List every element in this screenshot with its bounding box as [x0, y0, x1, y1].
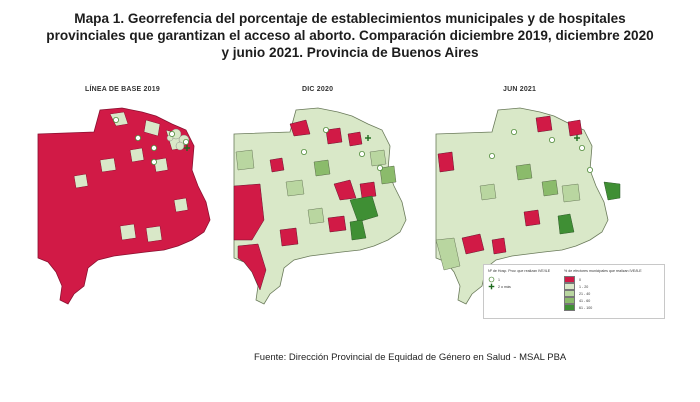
map-legend: Nº de Hosp. Prov. que realizan IVE/ILE 1…	[483, 264, 665, 319]
municipality-red	[359, 181, 377, 199]
legend-swatch-light	[564, 290, 575, 297]
municipality-dark-green	[557, 213, 575, 235]
municipality-light-green	[369, 149, 387, 167]
hospital-icon	[578, 145, 585, 152]
municipality-mid-green	[313, 159, 331, 177]
hospital-icon	[151, 159, 158, 166]
municipality-dark-green	[349, 219, 367, 241]
amba-cluster	[166, 128, 190, 151]
municipality-light-green	[285, 179, 305, 197]
map-baseline-2019	[37, 107, 211, 305]
municipality-light-green	[235, 149, 255, 171]
hospital-icon	[135, 135, 142, 142]
legend-row-hospital-2: 2 o más	[488, 283, 554, 290]
province-outline	[233, 107, 407, 305]
municipality-light	[129, 147, 145, 163]
plus-icon	[365, 135, 371, 141]
municipality-red	[567, 119, 583, 137]
municipality-light-green	[307, 207, 325, 225]
municipality-red	[237, 243, 267, 291]
municipality-light-green	[479, 183, 497, 201]
municipality-red	[491, 237, 507, 255]
municipality-light-green	[435, 237, 461, 271]
province-outline	[37, 107, 211, 305]
legend-swatch-red	[564, 276, 575, 283]
map-jun-2021	[435, 107, 621, 305]
plus-icon	[184, 145, 190, 151]
municipality-red	[325, 127, 343, 145]
municipality-dark-green	[603, 181, 621, 201]
municipality-red	[269, 157, 285, 173]
municipality-red	[523, 209, 541, 227]
municipality-light	[145, 225, 163, 243]
municipality-red	[279, 227, 299, 247]
municipality-red	[437, 151, 455, 173]
legend-swatch-dark	[564, 304, 575, 311]
legend-category-label: 1 - 20	[579, 284, 589, 289]
hospital-icon	[182, 139, 189, 146]
municipality-red	[327, 215, 347, 233]
legend-hospitals: Nº de Hosp. Prov. que realizan IVE/ILE 1…	[488, 269, 554, 290]
hospital-icon	[511, 129, 518, 136]
municipality-light-green	[561, 183, 581, 203]
hospital-icon	[151, 145, 158, 152]
hospital-icon	[549, 137, 556, 144]
legend-municipal: % de efectores municipales que realizan …	[564, 269, 662, 311]
map-title: Mapa 1. Georrefencia del porcentaje de e…	[0, 10, 700, 61]
legend-row-hospital-1: 1	[488, 276, 554, 283]
municipality-mid-green	[379, 165, 397, 185]
municipality-red	[347, 131, 363, 147]
legend-hospital-label: 1	[498, 277, 500, 282]
municipality-red	[333, 179, 357, 201]
municipality-light	[119, 223, 137, 241]
legend-row-category: 1 - 20	[564, 283, 662, 290]
hospital-icon	[586, 167, 593, 174]
legend-row-category: 61 - 100	[564, 304, 662, 311]
municipality-light	[173, 197, 189, 213]
hospital-icon	[323, 127, 330, 134]
hospital-icon	[113, 116, 120, 123]
municipality-red	[233, 183, 265, 241]
legend-category-label: 41 - 60	[579, 298, 591, 303]
plus-icon	[488, 283, 495, 290]
panel-label-jun-2021: JUN 2021	[503, 86, 537, 93]
legend-hospital-label: 2 o más	[498, 284, 511, 289]
legend-swatch-lightest	[564, 283, 575, 290]
plus-icon	[574, 135, 580, 141]
legend-hospitals-title: Nº de Hosp. Prov. que realizan IVE/ILE	[488, 269, 551, 273]
municipality-red	[535, 115, 553, 133]
map-title-line-2: provinciales que garantizan el acceso al…	[46, 28, 654, 43]
panel-label-baseline-2019: LÍNEA DE BASE 2019	[85, 86, 160, 93]
municipality-light	[73, 173, 89, 189]
legend-category-label: 61 - 100	[579, 305, 593, 310]
circle-icon	[488, 276, 495, 283]
hospital-icon	[489, 153, 496, 160]
legend-swatch-mid	[564, 297, 575, 304]
hospital-icon	[168, 131, 175, 138]
municipality-light	[99, 157, 117, 173]
municipality-mid-green	[541, 179, 559, 197]
municipality-red	[461, 233, 485, 255]
legend-row-category: 0	[564, 276, 662, 283]
province-outline	[435, 107, 609, 305]
municipality-light	[153, 157, 169, 173]
municipality-light	[143, 119, 161, 137]
legend-row-category: 41 - 60	[564, 297, 662, 304]
map-dic-2020	[233, 107, 407, 305]
source-note: Fuente: Dirección Provincial de Equidad …	[254, 352, 567, 363]
municipality-mid-green	[515, 163, 533, 181]
map-title-line-3: y junio 2021. Provincia de Buenos Aires	[221, 45, 479, 60]
hospital-icon	[358, 151, 365, 158]
panel-label-dic-2020: DIC 2020	[302, 86, 334, 93]
legend-category-label: 0	[579, 277, 581, 282]
map-title-line-1: Mapa 1. Georrefencia del porcentaje de e…	[74, 11, 626, 26]
hospital-icon	[301, 149, 308, 156]
legend-category-label: 21 - 40	[579, 291, 591, 296]
municipality-red	[289, 119, 311, 137]
legend-row-category: 21 - 40	[564, 290, 662, 297]
hospital-icon	[376, 165, 383, 172]
legend-municipal-title: % de efectores municipales que realizan …	[564, 269, 642, 273]
municipality-dark-green	[349, 195, 379, 223]
